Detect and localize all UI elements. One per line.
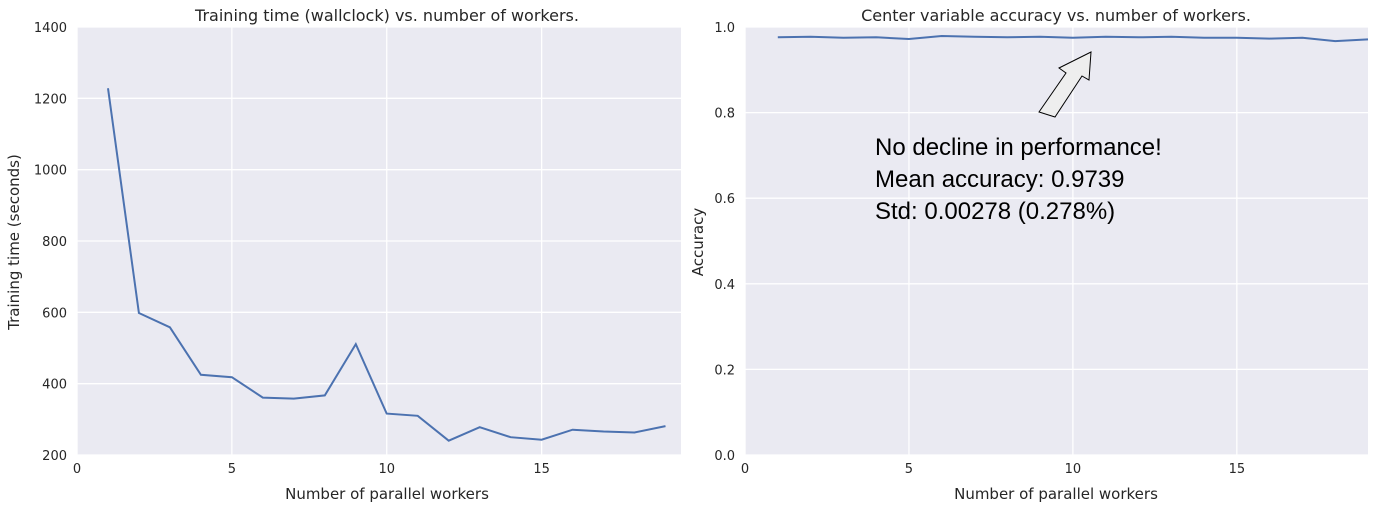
series-line bbox=[777, 34, 1369, 43]
y-tick-label: 800 bbox=[42, 235, 67, 250]
annotation-arrow bbox=[1038, 51, 1092, 118]
tick-labels: 0 5 10 15 0.0 0.2 0.4 0.6 0.8 1.0 bbox=[714, 21, 1245, 477]
y-tick-label: 200 bbox=[42, 449, 67, 464]
series-line bbox=[107, 88, 666, 442]
y-tick-label: 600 bbox=[42, 306, 67, 321]
x-tick-label: 5 bbox=[228, 462, 236, 477]
x-tick-label: 15 bbox=[533, 462, 550, 477]
training-time-chart: 0 5 10 15 200 400 600 800 1000 1200 1400 Training … bbox=[5, 6, 681, 503]
gridlines bbox=[76, 26, 681, 456]
chart-title: Center variable accuracy vs. number of w… bbox=[861, 6, 1251, 25]
y-axis-label: Accuracy bbox=[689, 208, 707, 277]
y-tick-label: 0.6 bbox=[714, 192, 735, 207]
annotation-line-3: Std: 0.00278 (0.278%) bbox=[875, 198, 1115, 225]
chart-title: Training time (wallclock) vs. number of … bbox=[194, 6, 579, 25]
x-tick-label: 15 bbox=[1229, 462, 1246, 477]
y-tick-label: 1.0 bbox=[714, 21, 735, 36]
annotation-line-2: Mean accuracy: 0.9739 bbox=[875, 166, 1124, 193]
x-tick-label: 5 bbox=[905, 462, 913, 477]
tick-labels: 0 5 10 15 200 400 600 800 1000 1200 1400 bbox=[34, 21, 550, 477]
x-tick-label: 0 bbox=[73, 462, 81, 477]
x-axis-label: Number of parallel workers bbox=[285, 485, 489, 503]
y-tick-label: 400 bbox=[42, 378, 67, 393]
y-tick-label: 0.2 bbox=[714, 363, 735, 378]
y-tick-label: 0.0 bbox=[714, 449, 735, 464]
y-tick-label: 0.8 bbox=[714, 107, 735, 122]
annotation-line-1: No decline in performance! bbox=[875, 134, 1162, 161]
y-tick-label: 1000 bbox=[34, 164, 67, 179]
y-tick-label: 1200 bbox=[34, 92, 67, 107]
y-tick-label: 0.4 bbox=[714, 278, 735, 293]
y-axis-label: Training time (seconds) bbox=[5, 154, 23, 331]
y-tick-label: 1400 bbox=[34, 21, 67, 36]
x-axis-label: Number of parallel workers bbox=[954, 485, 1158, 503]
accuracy-chart: 0 5 10 15 0.0 0.2 0.4 0.6 0.8 1.0 Center variable… bbox=[689, 6, 1369, 503]
x-tick-label: 10 bbox=[1065, 462, 1082, 477]
x-tick-label: 10 bbox=[378, 462, 395, 477]
x-tick-label: 0 bbox=[741, 462, 749, 477]
